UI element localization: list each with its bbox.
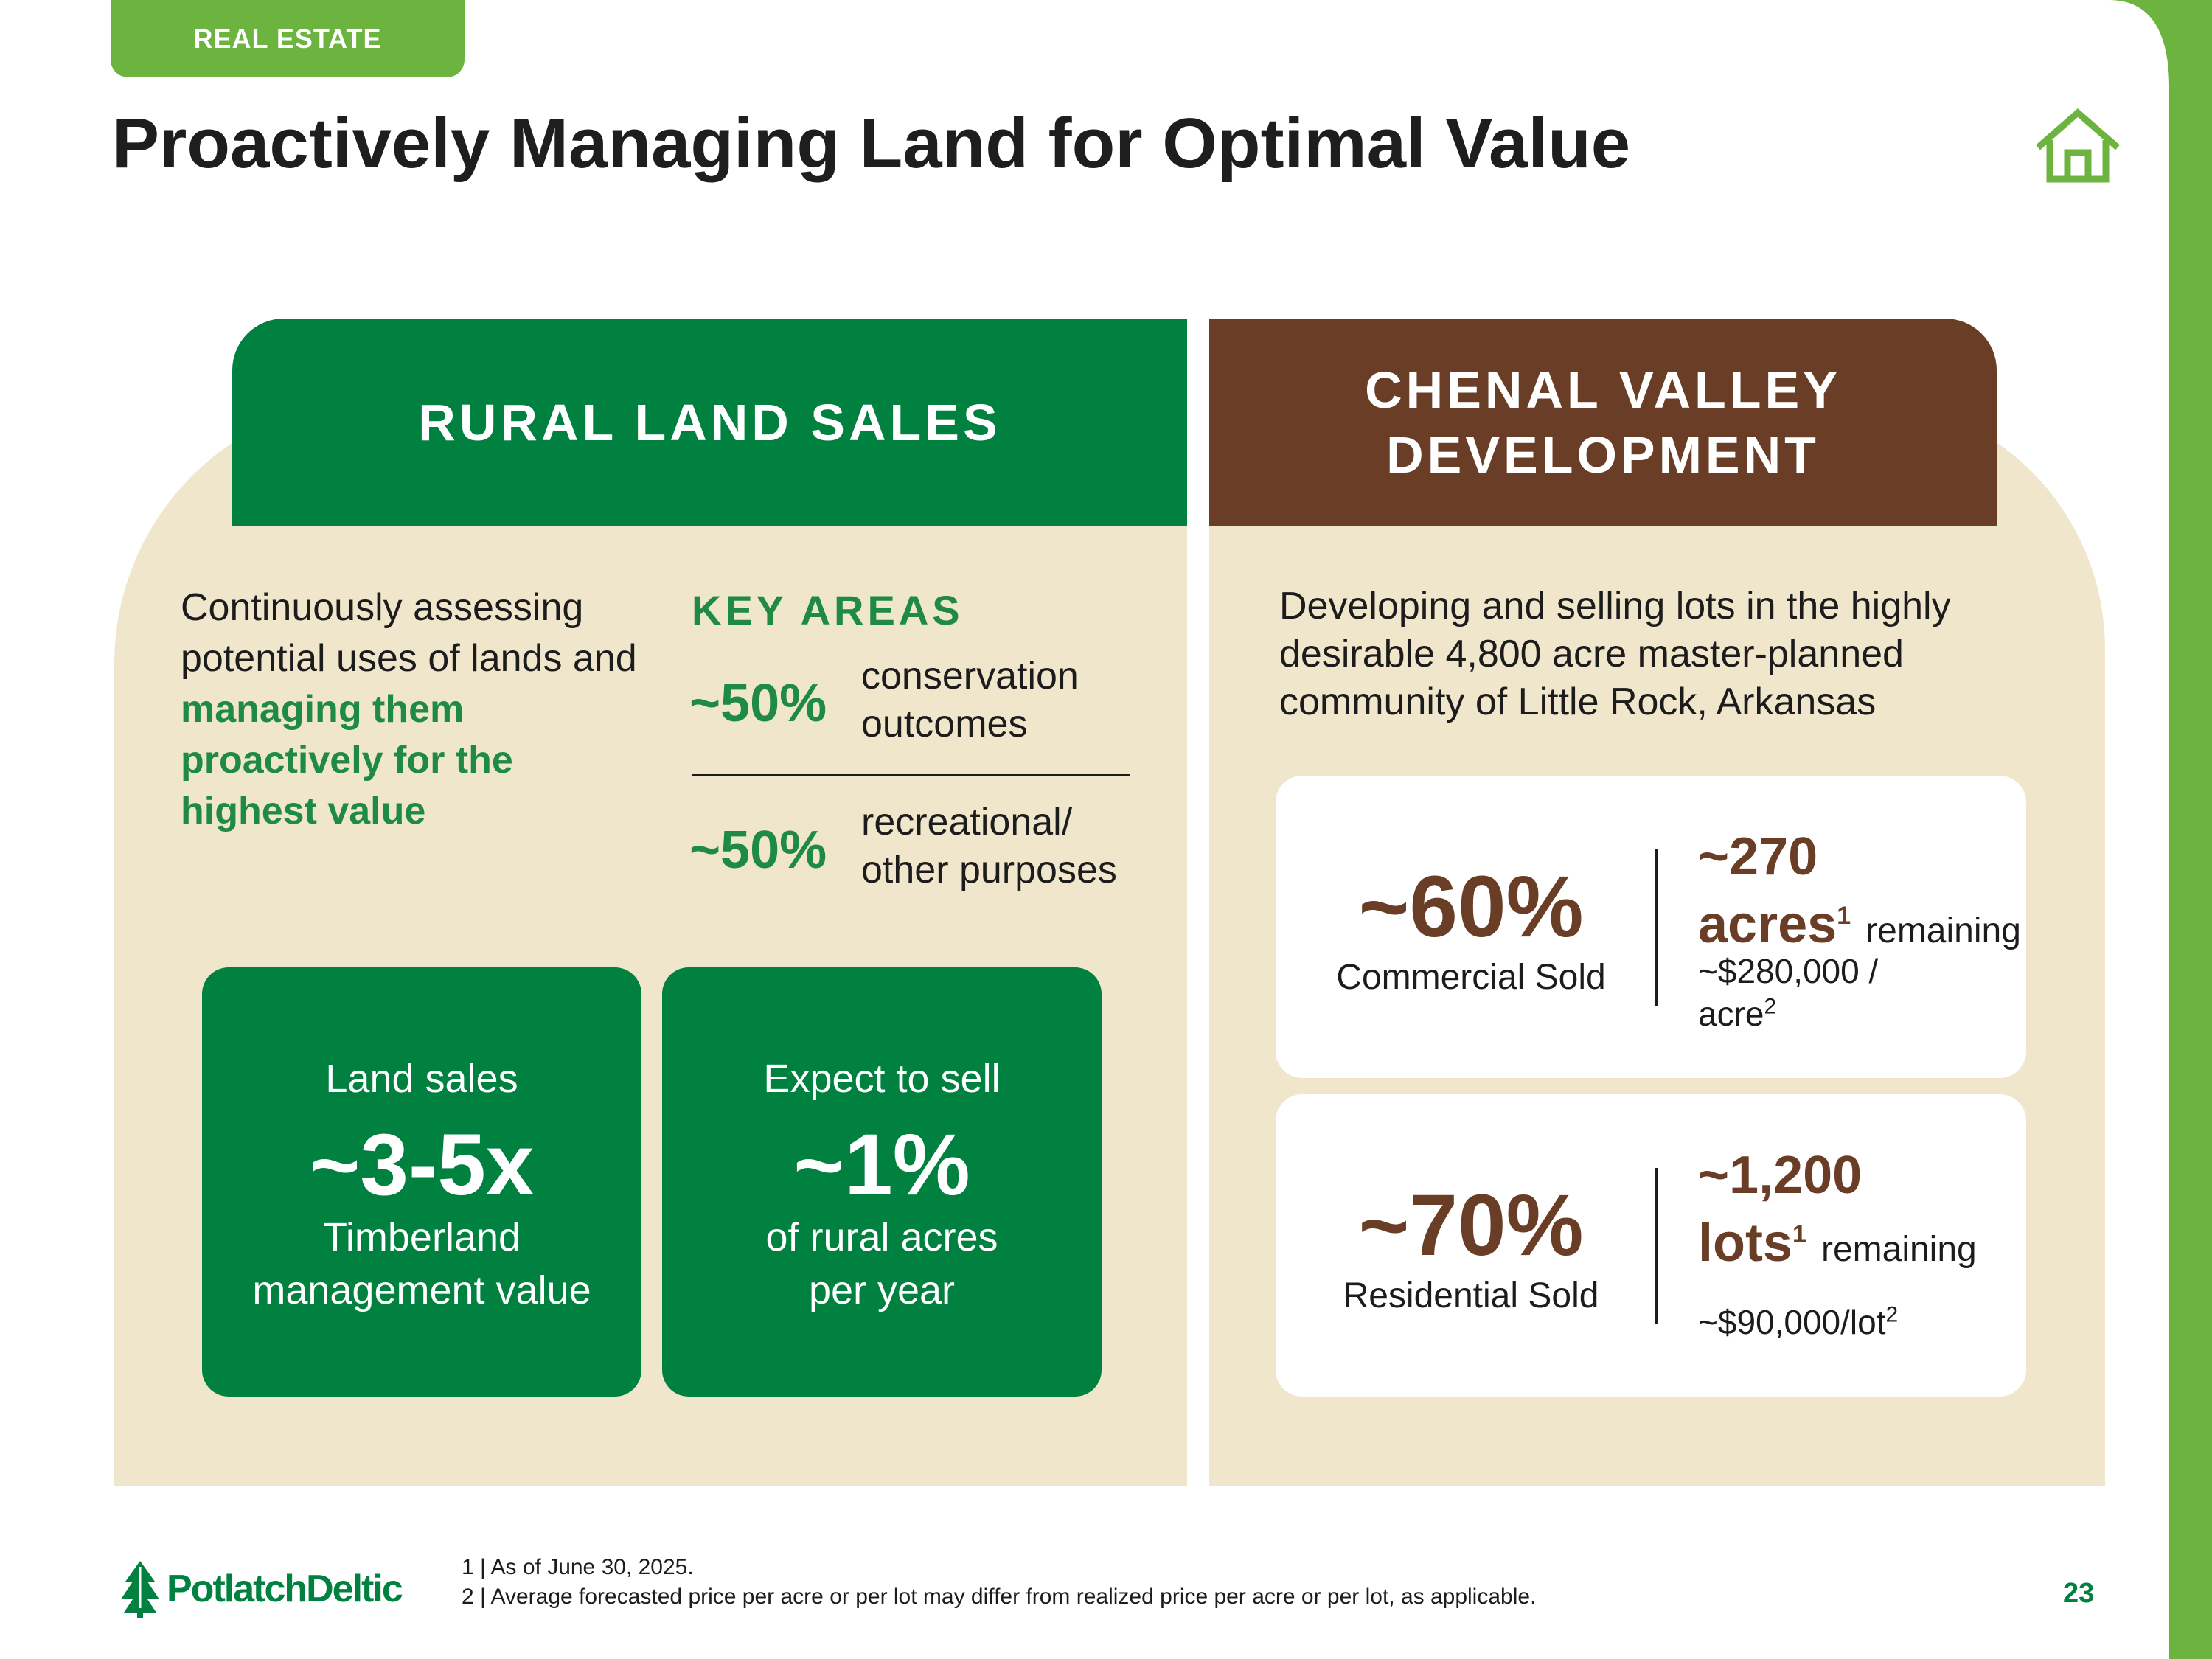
key-areas-divider <box>692 774 1130 776</box>
key-area-desc: recreational/ other purposes <box>861 799 1117 894</box>
home-icon <box>2036 108 2120 183</box>
key-area-desc-line: recreational/ <box>861 801 1073 844</box>
rural-intro: Continuously assessing potential uses of… <box>181 582 638 837</box>
box-label: Expect to sell <box>763 1057 1001 1101</box>
card-label: Commercial Sold <box>1336 958 1606 997</box>
rural-header: RURAL LAND SALES <box>232 319 1187 526</box>
card-price-text: ~$90,000/lot <box>1698 1303 1886 1341</box>
key-area-pct: ~50% <box>689 674 827 733</box>
box-value: ~3-5x <box>309 1116 535 1214</box>
chenal-header-line2: DEVELOPMENT <box>1386 426 1820 484</box>
card-price: ~$280,000 / acre2 <box>1698 950 1964 1035</box>
company-logo: PotlatchDeltic <box>118 1559 403 1618</box>
footnote-ref: 1 <box>1837 902 1851 930</box>
key-area-desc-line: conservation <box>861 655 1079 698</box>
card-label: Residential Sold <box>1343 1276 1599 1315</box>
box-caption: Timberland management value <box>202 1211 641 1317</box>
chenal-header-line1: CHENAL VALLEY <box>1365 361 1841 419</box>
card-price-text: ~$280,000 / acre <box>1698 952 1879 1033</box>
footnote-ref: 1 <box>1792 1220 1806 1248</box>
expect-to-sell-box: Expect to sell ~1% of rural acres per ye… <box>662 967 1102 1397</box>
key-area-desc: conservation outcomes <box>861 653 1079 748</box>
card-divider <box>1655 1168 1658 1324</box>
card-percent: ~70% <box>1358 1177 1584 1274</box>
card-amount: ~270 acres1 remaining <box>1698 823 2021 965</box>
box-value: ~1% <box>793 1116 970 1214</box>
card-amount-value: ~1,200 <box>1698 1146 1863 1205</box>
key-area-desc-line: outcomes <box>861 703 1028 745</box>
key-areas-title: KEY AREAS <box>692 587 964 633</box>
key-area-pct: ~50% <box>689 821 827 880</box>
card-divider <box>1655 849 1658 1006</box>
card-unit: lots <box>1698 1214 1793 1273</box>
footnote-ref: 2 <box>1885 1302 1899 1327</box>
rural-intro-text: Continuously assessing potential uses of… <box>181 586 637 680</box>
box-caption-line: Timberland <box>322 1215 521 1259</box>
card-price: ~$90,000/lot2 <box>1698 1301 1964 1343</box>
residential-card: ~70% Residential Sold ~1,200 lots1 remai… <box>1276 1094 2026 1397</box>
commercial-card: ~60% Commercial Sold ~270 acres1 remaini… <box>1276 776 2026 1078</box>
box-caption-line: of rural acres <box>765 1215 998 1259</box>
page-number: 23 <box>2063 1578 2095 1609</box>
box-label: Land sales <box>325 1057 518 1101</box>
card-remaining: remaining <box>1865 911 2021 950</box>
tree-logo-icon <box>121 1561 159 1618</box>
rural-intro-highlight: managing them proactively for the highes… <box>181 688 513 832</box>
card-amount: ~1,200 lots1 remaining <box>1698 1141 1977 1284</box>
box-caption-line: management value <box>252 1268 591 1312</box>
page-title: Proactively Managing Land for Optimal Va… <box>112 104 1631 183</box>
card-amount-value: ~270 <box>1698 827 1818 886</box>
footnotes: 1 | As of June 30, 2025. 2 | Average for… <box>462 1553 1536 1612</box>
key-area-desc-line: other purposes <box>861 849 1117 891</box>
chenal-header: CHENAL VALLEY DEVELOPMENT <box>1209 319 1997 526</box>
section-tag: REAL ESTATE <box>111 0 465 77</box>
box-caption: of rural acres per year <box>662 1211 1102 1317</box>
footnote-2: 2 | Average forecasted price per acre or… <box>462 1585 1537 1609</box>
card-unit: acres <box>1698 895 1837 954</box>
land-sales-box: Land sales ~3-5x Timberland management v… <box>202 967 641 1397</box>
box-caption-line: per year <box>808 1268 956 1312</box>
logo-text: PotlatchDeltic <box>167 1568 403 1610</box>
footnote-1: 1 | As of June 30, 2025. <box>462 1555 694 1579</box>
footnote-ref: 2 <box>1764 994 1777 1019</box>
card-percent: ~60% <box>1358 858 1584 956</box>
card-remaining: remaining <box>1820 1230 1977 1269</box>
chenal-intro: Developing and selling lots in the highl… <box>1279 585 1951 723</box>
